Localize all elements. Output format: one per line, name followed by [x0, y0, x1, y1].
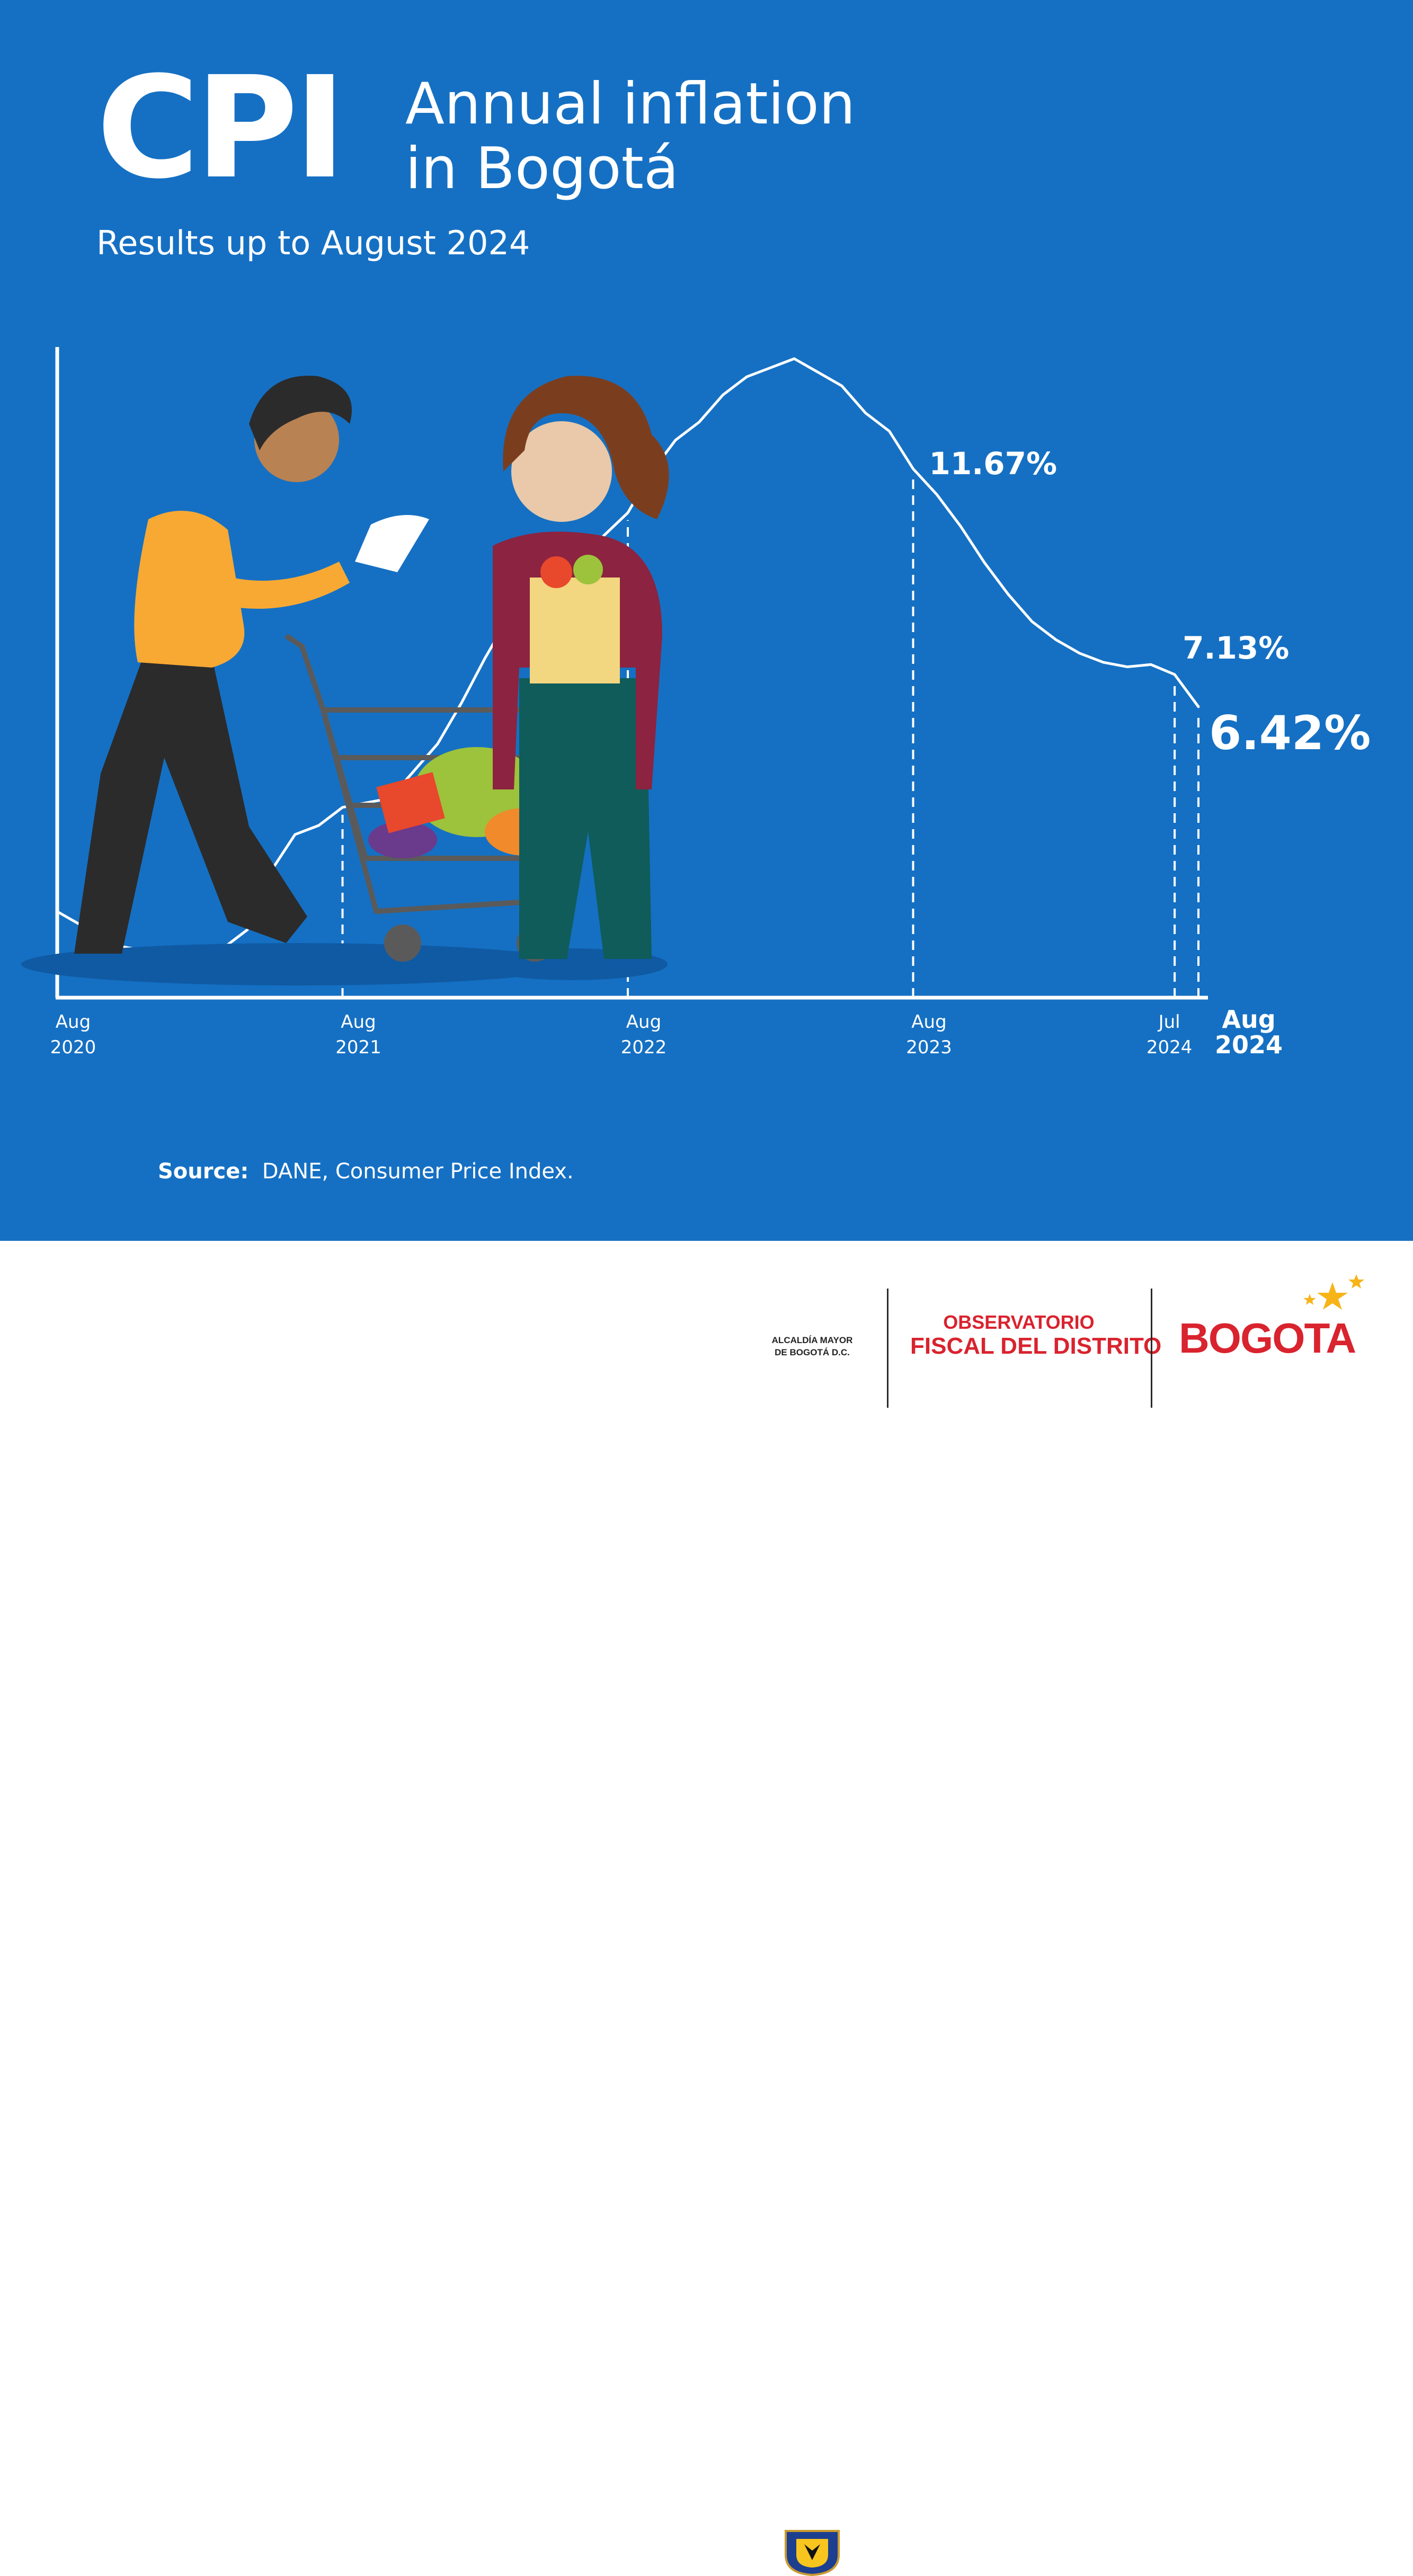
footer-divider-2	[1151, 1289, 1152, 1408]
man-figure	[74, 376, 429, 954]
tick-month-4: Jul	[1158, 1011, 1180, 1033]
annotation-jul-2024: 7.13%	[1183, 630, 1289, 666]
subtitle: Results up to August 2024	[96, 227, 530, 260]
annotation-aug-2024: 6.42%	[1209, 706, 1371, 760]
footer-divider-1	[887, 1289, 888, 1408]
tick-year-4: 2024	[1147, 1037, 1193, 1058]
x-tick-labels: Aug2020Aug2021Aug2022Aug2023Jul2024Aug20…	[50, 1005, 1283, 1059]
tick-month-0: Aug	[56, 1011, 91, 1033]
tick-year-3: 2023	[906, 1037, 952, 1058]
source-label: Source:	[158, 1159, 248, 1184]
inflation-chart: Aug2020Aug2021Aug2022Aug2023Jul2024Aug20…	[0, 297, 1413, 1070]
source-note: Source: DANE, Consumer Price Index.	[158, 1159, 574, 1184]
tick-month-3: Aug	[911, 1011, 946, 1033]
tick-year-5: 2024	[1215, 1031, 1283, 1059]
tick-month-1: Aug	[341, 1011, 376, 1033]
title-line-1: Annual inflation	[405, 74, 855, 134]
bogota-stars-icon	[1303, 1272, 1367, 1319]
alcaldia-line-2: DE BOGOTÁ D.C.	[759, 1347, 865, 1358]
cpi-heading: CPI	[96, 58, 342, 199]
bogota-logo: BOGOTA	[1179, 1314, 1355, 1363]
tick-year-0: 2020	[50, 1037, 96, 1058]
title-line-2: in Bogotá	[405, 139, 679, 199]
source-text: DANE, Consumer Price Index.	[262, 1159, 574, 1184]
observatorio-line-1: OBSERVATORIO	[910, 1311, 1127, 1334]
annotation-aug-2023: 11.67%	[929, 446, 1057, 482]
dashed-guides	[343, 476, 1199, 998]
value-annotations: 11.67% 7.13% 6.42%	[929, 446, 1371, 760]
shoppers-illustration	[21, 376, 669, 985]
observatorio-line-2: FISCAL DEL DISTRITO	[910, 1333, 1127, 1360]
bogota-coat-of-arms	[783, 2528, 841, 2576]
tick-year-2: 2022	[621, 1037, 667, 1058]
tick-year-1: 2021	[335, 1037, 381, 1058]
tick-month-5: Aug	[1222, 1005, 1275, 1034]
alcaldia-line-1: ALCALDÍA MAYOR	[759, 1335, 865, 1346]
tick-month-2: Aug	[626, 1011, 661, 1033]
woman-figure	[493, 376, 669, 959]
